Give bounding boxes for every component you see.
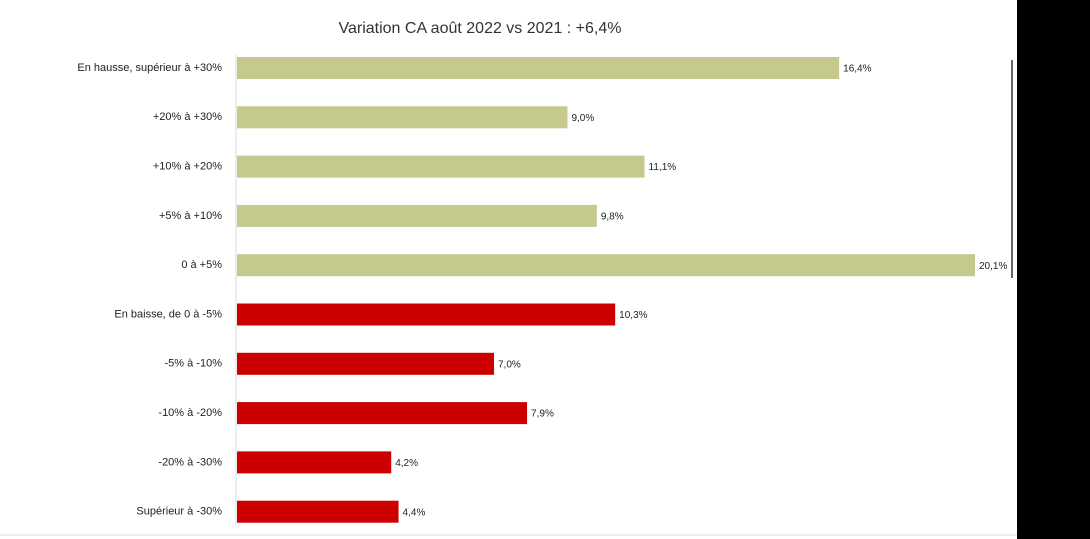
value-label: 9,8% bbox=[601, 212, 624, 223]
category-label: -5% à -10% bbox=[165, 358, 223, 370]
value-label: 4,4% bbox=[403, 507, 426, 518]
bar bbox=[237, 352, 495, 375]
category-label: -20% à -30% bbox=[158, 456, 222, 468]
value-label: 10,3% bbox=[619, 310, 647, 321]
category-label: +5% à +10% bbox=[159, 210, 222, 222]
value-label: 7,9% bbox=[531, 409, 554, 420]
bar bbox=[237, 500, 399, 523]
value-label: 7,0% bbox=[498, 359, 521, 370]
category-label: Supérieur à -30% bbox=[136, 506, 222, 518]
value-label: 4,2% bbox=[395, 458, 418, 469]
bar bbox=[237, 57, 840, 79]
bar bbox=[237, 402, 528, 425]
dark-margin bbox=[1017, 0, 1090, 539]
chart-title: Variation CA août 2022 vs 2021 : +6,4% bbox=[338, 20, 621, 37]
category-label: +10% à +20% bbox=[153, 161, 222, 173]
category-label: -10% à -20% bbox=[158, 407, 222, 419]
category-label: +20% à +30% bbox=[153, 111, 222, 123]
category-label: En hausse, supérieur à +30% bbox=[77, 62, 222, 74]
bar bbox=[237, 451, 392, 474]
value-label: 11,1% bbox=[649, 162, 677, 173]
bar bbox=[237, 303, 616, 326]
category-label: 0 à +5% bbox=[181, 259, 222, 271]
value-label: 16,4% bbox=[843, 64, 871, 75]
bar bbox=[237, 106, 568, 129]
category-label: En baisse, de 0 à -5% bbox=[114, 308, 222, 320]
bar bbox=[237, 254, 975, 277]
bar bbox=[237, 155, 645, 178]
value-label: 20,1% bbox=[979, 261, 1007, 272]
bar bbox=[237, 204, 597, 227]
value-label: 9,0% bbox=[571, 113, 594, 124]
